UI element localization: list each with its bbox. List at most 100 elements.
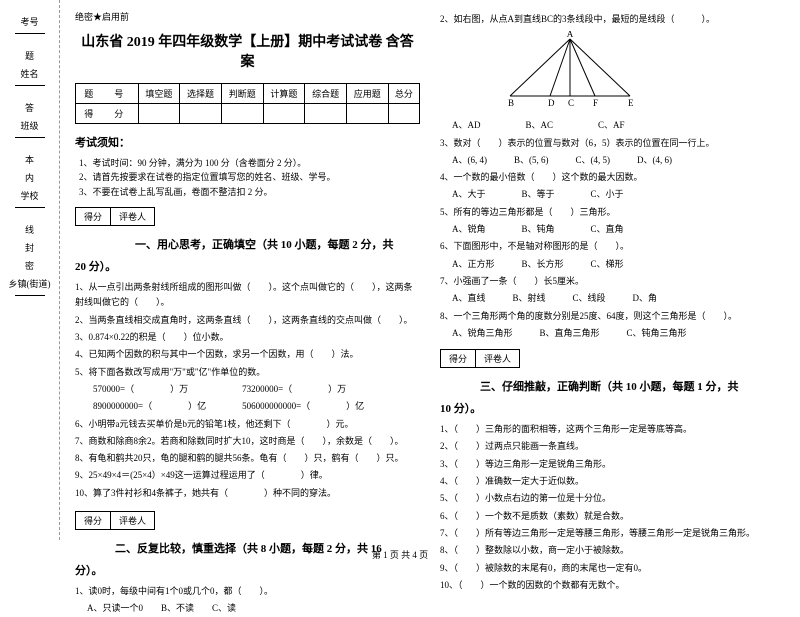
gutter-field: 班级 — [0, 119, 59, 138]
gutter-char: 内 — [0, 171, 59, 184]
question: 5、（ ）小数点右边的第一位是十分位。 — [440, 491, 785, 506]
reviewer-label: 评卷人 — [476, 350, 519, 367]
td[interactable] — [221, 104, 263, 124]
notice-item: 1、考试时间：90 分钟，满分为 100 分（含卷面分 2 分）。 — [79, 156, 420, 170]
gutter-char: 答 — [0, 101, 59, 114]
gutter-field: 学校 — [0, 189, 59, 208]
gutter-label: 学校 — [0, 189, 59, 202]
td[interactable] — [263, 104, 305, 124]
options: A、锐角 B、钝角 C、直角 — [452, 222, 785, 237]
section-3-header: 三、仔细推敲，正确判断（共 10 小题，每题 1 分，共 — [440, 378, 785, 394]
section-title: 一、用心思考，正确填空（共 10 小题，每题 2 分，共 — [135, 239, 394, 251]
question: 1、读0时，每级中间有1个0或几个0，都（ ）。 — [75, 584, 420, 599]
label-c: C — [568, 98, 574, 108]
question: 8900000000=（ ）亿 506000000000=（ ）亿 — [75, 399, 420, 414]
gutter-label: 班级 — [0, 119, 59, 132]
score-box: 得分 评卷人 — [75, 511, 155, 530]
th: 判断题 — [221, 84, 263, 104]
question: 6、（ ）一个数不是质数（素数）就是合数。 — [440, 509, 785, 524]
question: 4、已知两个因数的积与其中一个因数，求另一个因数，用（ ）法。 — [75, 347, 420, 362]
options: A、(6, 4) B、(5, 6) C、(4, 5) D、(4, 6) — [452, 153, 785, 168]
score-label: 得分 — [441, 350, 476, 367]
notice-item: 3、不要在试卷上乱写乱画，卷面不整洁扣 2 分。 — [79, 185, 420, 199]
score-label: 得分 — [76, 208, 111, 225]
td[interactable] — [388, 104, 419, 124]
question: 7、商数和除商8余2。若商和除数同时扩大10，这时商是（ ），余数是（ ）。 — [75, 434, 420, 449]
content-area: 绝密★启用前 山东省 2019 年四年级数学【上册】期中考试试卷 含答案 题 号… — [60, 0, 800, 540]
question: 6、下面图形中，不是轴对称图形的是（ ）。 — [440, 239, 785, 254]
td[interactable] — [138, 104, 180, 124]
question: 1、（ ）三角形的面积相等，这两个三角形一定是等底等高。 — [440, 422, 785, 437]
question: 10、（ ）一个数的因数的个数都有无数个。 — [440, 578, 785, 593]
gutter-label: 考号 — [0, 15, 59, 28]
gutter-field: 考号 — [0, 15, 59, 34]
options: A、直线 B、射线 C、线段 D、角 — [452, 291, 785, 306]
th: 计算题 — [263, 84, 305, 104]
question: 5、所有的等边三角形都是（ ）三角形。 — [440, 205, 785, 220]
question: 6、小明带a元钱去买单价是b元的铅笔1枝，他还剩下（ ）元。 — [75, 417, 420, 432]
td[interactable] — [346, 104, 388, 124]
notice-title: 考试须知： — [75, 134, 420, 150]
gutter-label: 乡镇(街道) — [0, 277, 59, 290]
question: 2、当两条直线相交成直角时，这两条直线（ ），这两条直线的交点叫做（ ）。 — [75, 313, 420, 328]
exam-title: 山东省 2019 年四年级数学【上册】期中考试试卷 含答案 — [75, 31, 420, 71]
triangle-svg: A B D C F E — [500, 31, 640, 111]
question: 3、0.874×0.22的积是（ ）位小数。 — [75, 330, 420, 345]
question: 7、小强画了一条（ ）长5厘米。 — [440, 274, 785, 289]
th: 综合题 — [305, 84, 347, 104]
label-d: D — [548, 98, 555, 108]
th: 总分 — [388, 84, 419, 104]
question: 4、（ ）准确数一定大于近似数。 — [440, 474, 785, 489]
gutter-char: 密 — [0, 259, 59, 272]
question: 2、如右图，从点A到直线BC的3条线段中，最短的是线段（ ）。 — [440, 12, 785, 27]
th: 选择题 — [180, 84, 222, 104]
gutter-label: 姓名 — [0, 67, 59, 80]
label-f: F — [593, 98, 598, 108]
question: 10、算了3件衬衫和4条裤子，她共有（ ）种不同的穿法。 — [75, 486, 420, 501]
gutter-char: 题 — [0, 49, 59, 62]
question: 8、一个三角形两个角的度数分别是25度、64度，则这个三角形是（ ）。 — [440, 309, 785, 324]
question: 4、一个数的最小倍数（ ）这个数的最大因数。 — [440, 170, 785, 185]
label-a: A — [567, 31, 574, 39]
question: 9、25×49×4＝(25×4）×49这一运算过程运用了（ ）律。 — [75, 468, 420, 483]
question: 1、从一点引出两条射线所组成的图形叫做（ ）。这个点叫做它的（ ），这两条射线叫… — [75, 280, 420, 311]
td: 得 分 — [76, 104, 139, 124]
options: A、锐角三角形 B、直角三角形 C、钝角三角形 — [452, 326, 785, 341]
left-column: 绝密★启用前 山东省 2019 年四年级数学【上册】期中考试试卷 含答案 题 号… — [75, 10, 420, 530]
td[interactable] — [180, 104, 222, 124]
question: 2、（ ）过两点只能画一条直线。 — [440, 439, 785, 454]
question: 9、（ ）被除数的末尾有0，商的末尾也一定有0。 — [440, 561, 785, 576]
section-title: 三、仔细推敲，正确判断（共 10 小题，每题 1 分，共 — [480, 381, 739, 393]
section-title-cont: 分）。 — [75, 562, 420, 578]
question: 3、数对（ ）表示的位置与数对（6，5）表示的位置在同一行上。 — [440, 136, 785, 151]
gutter-char: 线 — [0, 223, 59, 236]
gutter-char: 封 — [0, 241, 59, 254]
score-table: 题 号 填空题 选择题 判断题 计算题 综合题 应用题 总分 得 分 — [75, 83, 420, 124]
table-row: 题 号 填空题 选择题 判断题 计算题 综合题 应用题 总分 — [76, 84, 420, 104]
options: A、只读一个0 B、不读 C、读 — [87, 601, 420, 616]
th: 题 号 — [76, 84, 139, 104]
score-label: 得分 — [76, 512, 111, 529]
td[interactable] — [305, 104, 347, 124]
label-b: B — [508, 98, 514, 108]
notice-item: 2、请首先按要求在试卷的指定位置填写您的姓名、班级、学号。 — [79, 170, 420, 184]
options: A、正方形 B、长方形 C、梯形 — [452, 257, 785, 272]
gutter-char: 本 — [0, 153, 59, 166]
section-title-cont: 20 分）。 — [75, 258, 420, 274]
question: 7、（ ）所有等边三角形一定是等腰三角形，等腰三角形一定是锐角三角形。 — [440, 526, 785, 541]
secret-label: 绝密★启用前 — [75, 10, 420, 23]
options: A、AD B、AC C、AF — [452, 118, 785, 133]
gutter-field: 乡镇(街道) — [0, 277, 59, 296]
question: 3、（ ）等边三角形一定是锐角三角形。 — [440, 457, 785, 472]
right-column: 2、如右图，从点A到直线BC的3条线段中，最短的是线段（ ）。 A B D C … — [440, 10, 785, 530]
table-row: 得 分 — [76, 104, 420, 124]
question: 570000=（ ）万 73200000=（ ）万 — [75, 382, 420, 397]
label-e: E — [628, 98, 634, 108]
options: A、大于 B、等于 C、小于 — [452, 187, 785, 202]
page-footer: 第 1 页 共 4 页 — [0, 548, 800, 561]
question: 5、将下面各数改写成用"万"或"亿"作单位的数。 — [75, 365, 420, 380]
th: 填空题 — [138, 84, 180, 104]
triangle-diagram: A B D C F E — [500, 31, 785, 114]
question: 8、有龟和鹤共20只，龟的腿和鹤的腿共56条。龟有（ ）只，鹤有（ ）只。 — [75, 451, 420, 466]
reviewer-label: 评卷人 — [111, 512, 154, 529]
